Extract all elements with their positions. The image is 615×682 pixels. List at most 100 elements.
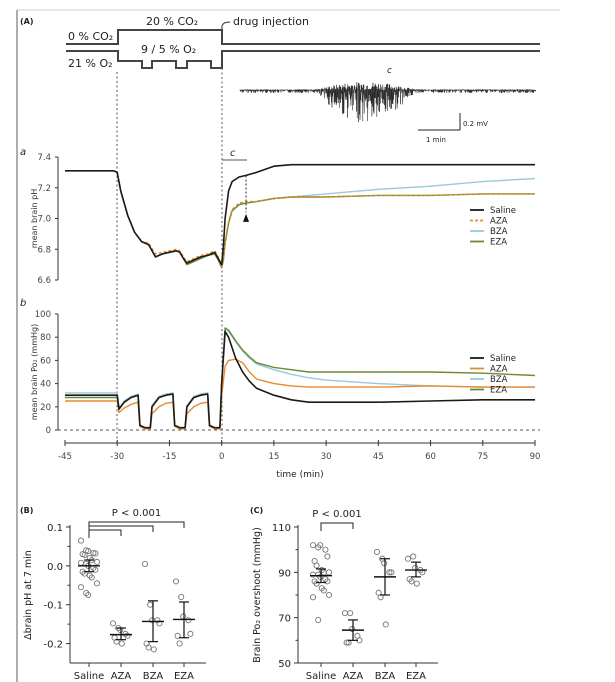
y-axis-label: Brain Po₂ overshoot (mmHg) (252, 527, 263, 663)
data-point-saline (313, 580, 320, 587)
series-line-saline (65, 330, 535, 429)
data-point-eza (404, 555, 412, 562)
x-tick-label-aza: AZA (343, 671, 364, 682)
data-point-saline (317, 573, 324, 580)
legend-label-eza: EZA (490, 238, 507, 248)
y-tick-label: 0 (46, 426, 51, 436)
series-line-saline (65, 163, 535, 266)
significance-bracket (88, 529, 122, 538)
x-tick-label-saline: Saline (74, 671, 105, 682)
arrowhead-icon (243, 213, 250, 222)
data-point-saline (320, 587, 327, 594)
x-tick-label: 45 (373, 452, 384, 462)
data-point-saline (324, 553, 331, 560)
significance-label: P < 0.001 (312, 509, 361, 520)
y-tick-label: 0.1 (47, 523, 63, 534)
data-point-aza (341, 610, 349, 617)
x-tick-label: -15 (162, 452, 176, 462)
data-point-saline (309, 542, 317, 549)
x-tick-label: 60 (425, 452, 436, 462)
data-point-saline (86, 555, 93, 562)
data-point-aza (113, 638, 120, 645)
series-line-eza (65, 170, 535, 269)
x-tick-label: 15 (268, 452, 279, 462)
data-point-eza (187, 630, 194, 637)
scale-voltage-label: 0.2 mV (463, 120, 488, 128)
data-point-eza (180, 613, 187, 620)
o2-baseline-label: 21 % O₂ (68, 57, 113, 70)
ph-chart: 7.4 7.2 7.0 6.8 6.6 mean brain pH SalineAZABZA… (30, 153, 536, 286)
data-point-saline (317, 542, 324, 549)
y-tick-label: 100 (35, 310, 51, 320)
y-tick-label: 110 (272, 523, 291, 534)
legend-label-bza: BZA (490, 227, 508, 237)
y-tick-label: 20 (40, 403, 51, 413)
scale-time-label: 1 min (426, 136, 446, 144)
data-point-bza (154, 617, 161, 624)
data-point-saline (322, 546, 329, 553)
data-point-saline (83, 590, 90, 597)
data-point-bza (147, 601, 154, 608)
x-tick-label-bza: BZA (375, 671, 396, 682)
x-tick-label: -45 (58, 452, 72, 462)
co2-protocol-line (66, 29, 540, 45)
data-point-aza (122, 630, 129, 637)
o2-low-label: 9 / 5 % O₂ (141, 43, 196, 56)
data-point-saline (309, 594, 317, 601)
y-tick-label: 40 (40, 380, 51, 390)
legend-label-saline: Saline (490, 354, 516, 364)
x-tick-label-eza: EZA (406, 671, 426, 682)
data-point-eza (413, 580, 420, 587)
y-tick-label: 6.6 (37, 276, 51, 286)
data-point-bza (145, 644, 152, 651)
data-point-saline (325, 569, 333, 576)
legend-label-aza: AZA (490, 217, 508, 227)
y-tick-label: 7.0 (37, 215, 51, 225)
data-point-saline (81, 570, 88, 577)
y-axis-label: Δbrain pH at 7 min (23, 550, 34, 640)
data-point-bza (388, 569, 395, 576)
o2-protocol-line (66, 50, 540, 69)
data-point-aza (124, 632, 131, 639)
x-tick-label-saline: Saline (306, 671, 337, 682)
series-line-eza (65, 327, 536, 429)
panel-label-a: (A) (20, 17, 34, 26)
data-point-aza (349, 625, 356, 633)
y-tick-label: -0.1 (43, 601, 63, 612)
data-point-saline (93, 558, 101, 566)
data-point-saline (325, 591, 333, 599)
subpanel-b-label: b (20, 298, 26, 309)
trace-c-label: c (387, 66, 392, 76)
x-axis-label: time (min) (276, 470, 323, 480)
y-tick-label: 7.2 (37, 184, 51, 194)
data-point-eza (172, 578, 180, 585)
x-tick-label-aza: AZA (111, 671, 132, 682)
delta-ph-chart: 0.1 0.0 -0.1 -0.2 Δbrain pH at 7 min Saline AZ… (23, 508, 206, 682)
data-point-eza (185, 617, 192, 624)
y-tick-label: 0.0 (47, 562, 63, 573)
data-point-bza (141, 560, 149, 567)
series-line-bza (65, 170, 536, 269)
data-point-aza (343, 639, 350, 646)
x-tick-label: 30 (321, 452, 332, 462)
drug-injection-label: drug injection (233, 15, 309, 28)
data-point-bza (150, 646, 157, 653)
panel-label-c: (C) (250, 506, 263, 515)
series-line-bza (65, 328, 535, 429)
data-point-saline (92, 566, 99, 573)
data-point-aza (109, 620, 117, 627)
co2-baseline-label: 0 % CO₂ (68, 30, 113, 43)
data-point-saline (315, 616, 322, 623)
data-point-saline (88, 574, 95, 581)
data-point-aza (347, 610, 354, 617)
y-tick-label: 60 (40, 356, 51, 366)
y-tick-label: 90 (278, 568, 291, 579)
data-point-saline (324, 578, 331, 585)
data-point-bza (382, 621, 389, 628)
data-point-bza (373, 548, 381, 555)
series-line-aza (65, 358, 535, 430)
co2-high-label: 20 % CO₂ (146, 15, 198, 28)
protocol-diagram: 0 % CO₂ 20 % CO₂ 21 % O₂ 9 / 5 % O₂ drug… (66, 15, 540, 70)
x-tick-label-bza: BZA (143, 671, 164, 682)
data-point-bza (386, 569, 393, 576)
